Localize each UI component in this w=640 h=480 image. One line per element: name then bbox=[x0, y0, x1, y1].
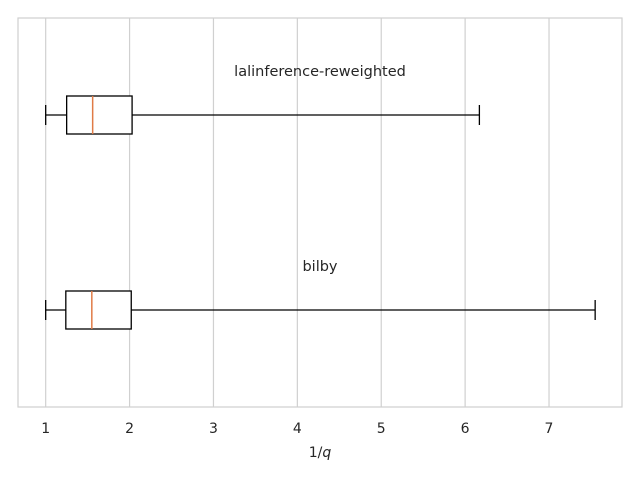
x-tick-label-3: 3 bbox=[209, 421, 218, 437]
boxes-layer: lalinference-reweighted bilby bbox=[45, 64, 596, 330]
x-axis-label-num: 1/ bbox=[309, 445, 323, 461]
x-axis-label-var: q bbox=[322, 445, 331, 461]
box-group-2: bilby bbox=[45, 259, 596, 330]
x-tick-label-2: 2 bbox=[125, 421, 134, 437]
box-group-1: lalinference-reweighted bbox=[45, 64, 481, 135]
plot-frame bbox=[17, 17, 623, 408]
x-tick-label-7: 7 bbox=[545, 421, 554, 437]
box-iqr-1 bbox=[66, 95, 133, 135]
x-tick-label-1: 1 bbox=[41, 421, 50, 437]
grid-lines bbox=[45, 18, 550, 407]
box-iqr-2 bbox=[65, 290, 132, 330]
x-tick-label-4: 4 bbox=[293, 421, 302, 437]
x-tick-label-5: 5 bbox=[377, 421, 386, 437]
box-annotation-2: bilby bbox=[302, 259, 337, 275]
x-tick-labels: 1 2 3 4 5 6 7 bbox=[41, 421, 553, 437]
x-tick-label-6: 6 bbox=[461, 421, 470, 437]
box-annotation-1: lalinference-reweighted bbox=[234, 64, 406, 80]
x-axis-label: 1/q bbox=[309, 445, 332, 461]
